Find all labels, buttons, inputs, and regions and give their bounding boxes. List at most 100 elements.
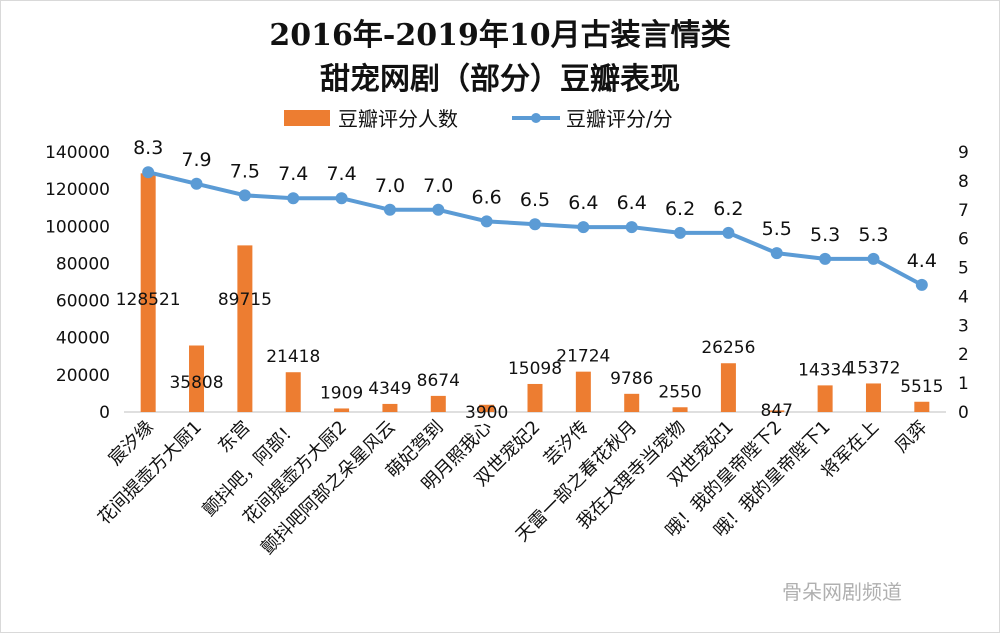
line-data-label: 7.9 bbox=[181, 149, 211, 171]
score-point bbox=[142, 166, 155, 179]
y-right-tick-label: 7 bbox=[958, 201, 969, 221]
bar bbox=[817, 385, 833, 412]
score-point bbox=[432, 203, 445, 216]
bar bbox=[672, 407, 688, 412]
bar-data-label: 1909 bbox=[320, 383, 363, 403]
score-point bbox=[287, 192, 300, 205]
bar-data-label: 128521 bbox=[116, 290, 181, 310]
line-series bbox=[142, 166, 928, 291]
bar-data-label: 5515 bbox=[900, 377, 943, 397]
y-right-tick-label: 0 bbox=[958, 403, 969, 423]
y-right-tick-label: 8 bbox=[958, 172, 969, 192]
y-left-tick-label: 120000 bbox=[45, 180, 110, 200]
score-point bbox=[383, 203, 396, 216]
line-data-label: 6.6 bbox=[472, 186, 502, 208]
score-point bbox=[238, 189, 251, 202]
y-left-tick-label: 40000 bbox=[56, 329, 110, 349]
line-data-label: 5.3 bbox=[858, 224, 888, 246]
bar bbox=[237, 245, 253, 412]
y-right-tick-label: 4 bbox=[958, 287, 969, 307]
line-data-label: 6.4 bbox=[568, 192, 598, 214]
bar-data-label: 3900 bbox=[465, 403, 508, 423]
y-left-tick-label: 20000 bbox=[56, 366, 110, 386]
bar-data-label: 14334 bbox=[798, 360, 852, 380]
line-data-label: 6.2 bbox=[665, 198, 695, 220]
legend-marker-line bbox=[531, 113, 541, 123]
score-point bbox=[480, 215, 493, 228]
line-data-label: 7.4 bbox=[278, 163, 308, 185]
bar-data-label: 8674 bbox=[417, 371, 460, 391]
score-point bbox=[722, 226, 735, 239]
bar bbox=[140, 173, 156, 412]
line-data-label: 7.5 bbox=[230, 160, 260, 182]
y-right-tick-label: 3 bbox=[958, 316, 969, 336]
axes: 0 20000 40000 60000 80000 100000 120000 140000 0… bbox=[45, 143, 969, 559]
y-right-tick-label: 2 bbox=[958, 345, 969, 365]
bar bbox=[285, 372, 301, 412]
bar-data-label: 15098 bbox=[508, 359, 562, 379]
bar bbox=[430, 395, 446, 412]
score-point bbox=[867, 252, 880, 265]
legend-swatch-bar bbox=[284, 110, 330, 126]
score-point bbox=[335, 192, 348, 205]
y-right-tick-label: 5 bbox=[958, 259, 969, 279]
bar-data-label: 15372 bbox=[846, 358, 900, 378]
bar-data-label: 26256 bbox=[701, 338, 755, 358]
legend: 豆瓣评分人数 豆瓣评分/分 bbox=[284, 107, 673, 131]
bar-data-label: 4349 bbox=[368, 379, 411, 399]
bar-series bbox=[140, 173, 930, 412]
y-left-tick-label: 80000 bbox=[56, 254, 110, 274]
line-data-label: 7.0 bbox=[375, 175, 405, 197]
line-data-label: 8.3 bbox=[133, 137, 163, 159]
bar-data-label: 847 bbox=[761, 401, 793, 421]
x-category-label: 凤弈 bbox=[891, 417, 931, 457]
score-point bbox=[915, 278, 928, 291]
bar bbox=[720, 363, 736, 412]
y-left-tick-label: 140000 bbox=[45, 143, 110, 163]
bar-data-label: 21724 bbox=[556, 347, 610, 367]
bar bbox=[527, 383, 543, 412]
bar-data-label: 89715 bbox=[218, 290, 272, 310]
bar bbox=[382, 403, 398, 412]
score-point bbox=[190, 177, 203, 190]
y-right-tick-label: 9 bbox=[958, 143, 969, 163]
y-right-tick-label: 1 bbox=[958, 374, 969, 394]
bar bbox=[479, 404, 495, 412]
line-data-label: 4.4 bbox=[907, 250, 937, 272]
line-data-label: 5.3 bbox=[810, 224, 840, 246]
y-right-tick-label: 6 bbox=[958, 230, 969, 250]
score-point bbox=[770, 247, 783, 260]
bar bbox=[914, 401, 930, 412]
chart-title-line2: 甜宠网剧（部分）豆瓣表现 bbox=[320, 62, 680, 97]
score-point bbox=[529, 218, 541, 231]
bar bbox=[334, 408, 350, 412]
watermark-text: 骨朵网剧频道 bbox=[782, 580, 902, 604]
line-data-label: 5.5 bbox=[762, 218, 792, 240]
score-point bbox=[577, 221, 590, 234]
bar bbox=[575, 371, 591, 412]
y-left-tick-label: 100000 bbox=[45, 217, 110, 237]
bar bbox=[189, 345, 205, 412]
legend-label-line: 豆瓣评分/分 bbox=[566, 107, 673, 131]
bar bbox=[769, 410, 785, 412]
bar-data-label: 2550 bbox=[658, 382, 701, 402]
bar bbox=[865, 383, 881, 412]
bar-data-label: 35808 bbox=[169, 373, 223, 393]
x-category-label: 东宫 bbox=[214, 417, 254, 457]
bar bbox=[624, 393, 640, 412]
line-data-label: 7.4 bbox=[326, 163, 356, 185]
line-data-label: 6.5 bbox=[520, 189, 550, 211]
y-left-tick-label: 60000 bbox=[56, 292, 110, 312]
bar-data-label: 21418 bbox=[266, 347, 320, 367]
legend-label-bar: 豆瓣评分人数 bbox=[338, 107, 458, 131]
line-data-label: 6.2 bbox=[713, 198, 743, 220]
bar-data-label: 9786 bbox=[610, 369, 653, 389]
chart-title-line1: 2016年-2019年10月古装言情类 bbox=[269, 18, 731, 53]
score-point bbox=[674, 226, 687, 239]
score-point bbox=[819, 252, 832, 265]
score-point bbox=[625, 221, 638, 234]
y-left-tick-label: 0 bbox=[99, 403, 110, 423]
line-data-label: 7.0 bbox=[423, 175, 453, 197]
